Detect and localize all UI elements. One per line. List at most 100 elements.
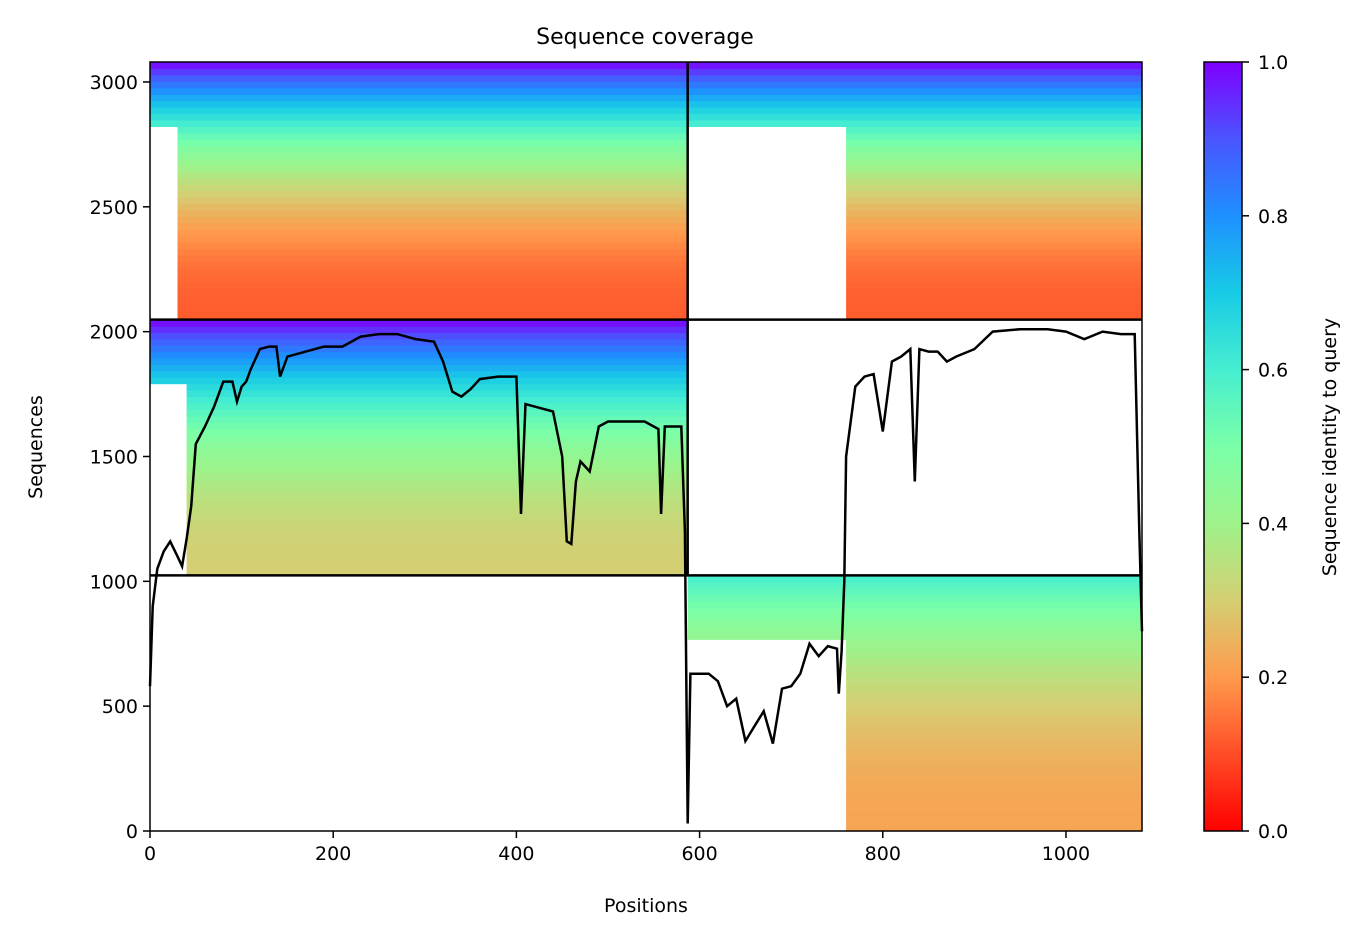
coverage-band [846, 792, 1142, 800]
coverage-band [846, 741, 1142, 749]
coverage-band [186, 511, 688, 519]
coverage-band [177, 306, 688, 314]
coverage-band [150, 94, 688, 102]
coverage-band [846, 684, 1142, 691]
coverage-band [687, 632, 1142, 640]
coverage-band [846, 722, 1142, 730]
coverage-band [186, 530, 688, 538]
coverage-band [186, 543, 688, 551]
coverage-band [687, 68, 1142, 76]
coverage-band [150, 351, 688, 359]
y-axis-label: Sequences [25, 395, 47, 499]
coverage-band [846, 145, 1142, 153]
coverage-band [687, 113, 1142, 121]
colorbar-tick-label: 0.2 [1258, 667, 1288, 689]
coverage-band [846, 658, 1142, 666]
coverage-band [687, 594, 1142, 602]
coverage-band [186, 390, 688, 397]
coverage-band [846, 281, 1142, 288]
coverage-band [687, 81, 1142, 89]
coverage-band [846, 184, 1142, 192]
coverage-block [687, 62, 1142, 321]
coverage-band [846, 652, 1142, 659]
colorbar-gradient [1203, 61, 1243, 832]
coverage-band [150, 377, 688, 385]
x-axis: 0 200 400 600 800 1000 [144, 831, 1090, 865]
coverage-band [150, 319, 688, 327]
coverage-band [186, 441, 688, 449]
coverage-band [687, 620, 1142, 628]
coverage-band [846, 779, 1142, 787]
plot-frame [149, 61, 1143, 832]
coverage-band [150, 100, 688, 108]
coverage-band [687, 581, 1142, 589]
coverage-band [177, 177, 688, 185]
coverage-band [177, 216, 688, 224]
coverage-band [186, 549, 688, 557]
coverage-band [846, 747, 1142, 755]
coverage-band [177, 197, 688, 205]
coverage-band [846, 671, 1142, 679]
coverage-band [846, 158, 1142, 166]
coverage-band [687, 120, 1142, 127]
x-axis-label: Positions [604, 895, 688, 917]
y-tick-label: 1000 [90, 571, 138, 593]
x-tick-label: 800 [865, 843, 901, 865]
coverage-band [186, 447, 688, 455]
coverage-band [177, 235, 688, 243]
coverage-band [177, 158, 688, 166]
coverage-band [846, 139, 1142, 147]
coverage-band [846, 287, 1142, 295]
coverage-band [687, 575, 1142, 583]
plot-area [148, 61, 1144, 832]
coverage-band [846, 728, 1142, 736]
coverage-band [846, 300, 1142, 308]
coverage-band [846, 696, 1142, 704]
coverage-band [177, 152, 688, 160]
x-tick-label: 600 [681, 843, 717, 865]
colorbar-tick-label: 0.8 [1258, 206, 1288, 228]
colorbar: 0.0 0.2 0.4 0.6 0.8 1.0 Sequence identity to … [1203, 52, 1341, 843]
coverage-band [846, 248, 1142, 256]
coverage-band [150, 62, 688, 69]
coverage-band [150, 370, 688, 378]
coverage-band [846, 235, 1142, 243]
coverage-band [177, 255, 688, 263]
coverage-band [687, 74, 1142, 82]
coverage-block [150, 319, 688, 576]
coverage-band [846, 255, 1142, 263]
coverage-band [846, 229, 1142, 237]
coverage-band [186, 556, 688, 564]
coverage-band [846, 773, 1142, 781]
coverage-band [186, 402, 688, 410]
coverage-band [150, 107, 688, 115]
coverage-band [846, 274, 1142, 282]
coverage-band [150, 345, 688, 353]
coverage-band [177, 145, 688, 153]
coverage-band [687, 94, 1142, 102]
coverage-band [846, 177, 1142, 185]
coverage-band [177, 229, 688, 237]
coverage-band [177, 203, 688, 211]
coverage-band [846, 210, 1142, 218]
coverage-band [687, 600, 1142, 608]
coverage-band [846, 760, 1142, 768]
coverage-band [186, 415, 688, 423]
coverage-band [687, 613, 1142, 621]
coverage-band [186, 505, 688, 512]
coverage-band [177, 165, 688, 173]
coverage-band [150, 338, 688, 346]
y-tick-label: 2000 [90, 322, 138, 344]
coverage-band [177, 132, 688, 140]
coverage-band [846, 216, 1142, 224]
coverage-band [150, 364, 688, 372]
coverage-band [846, 165, 1142, 173]
coverage-band [177, 210, 688, 218]
coverage-band [846, 767, 1142, 775]
coverage-band [186, 473, 688, 481]
coverage-band [846, 313, 1142, 321]
coverage-band [186, 421, 688, 429]
coverage-band [186, 562, 688, 570]
coverage-band [177, 248, 688, 256]
coverage-band [846, 818, 1142, 826]
